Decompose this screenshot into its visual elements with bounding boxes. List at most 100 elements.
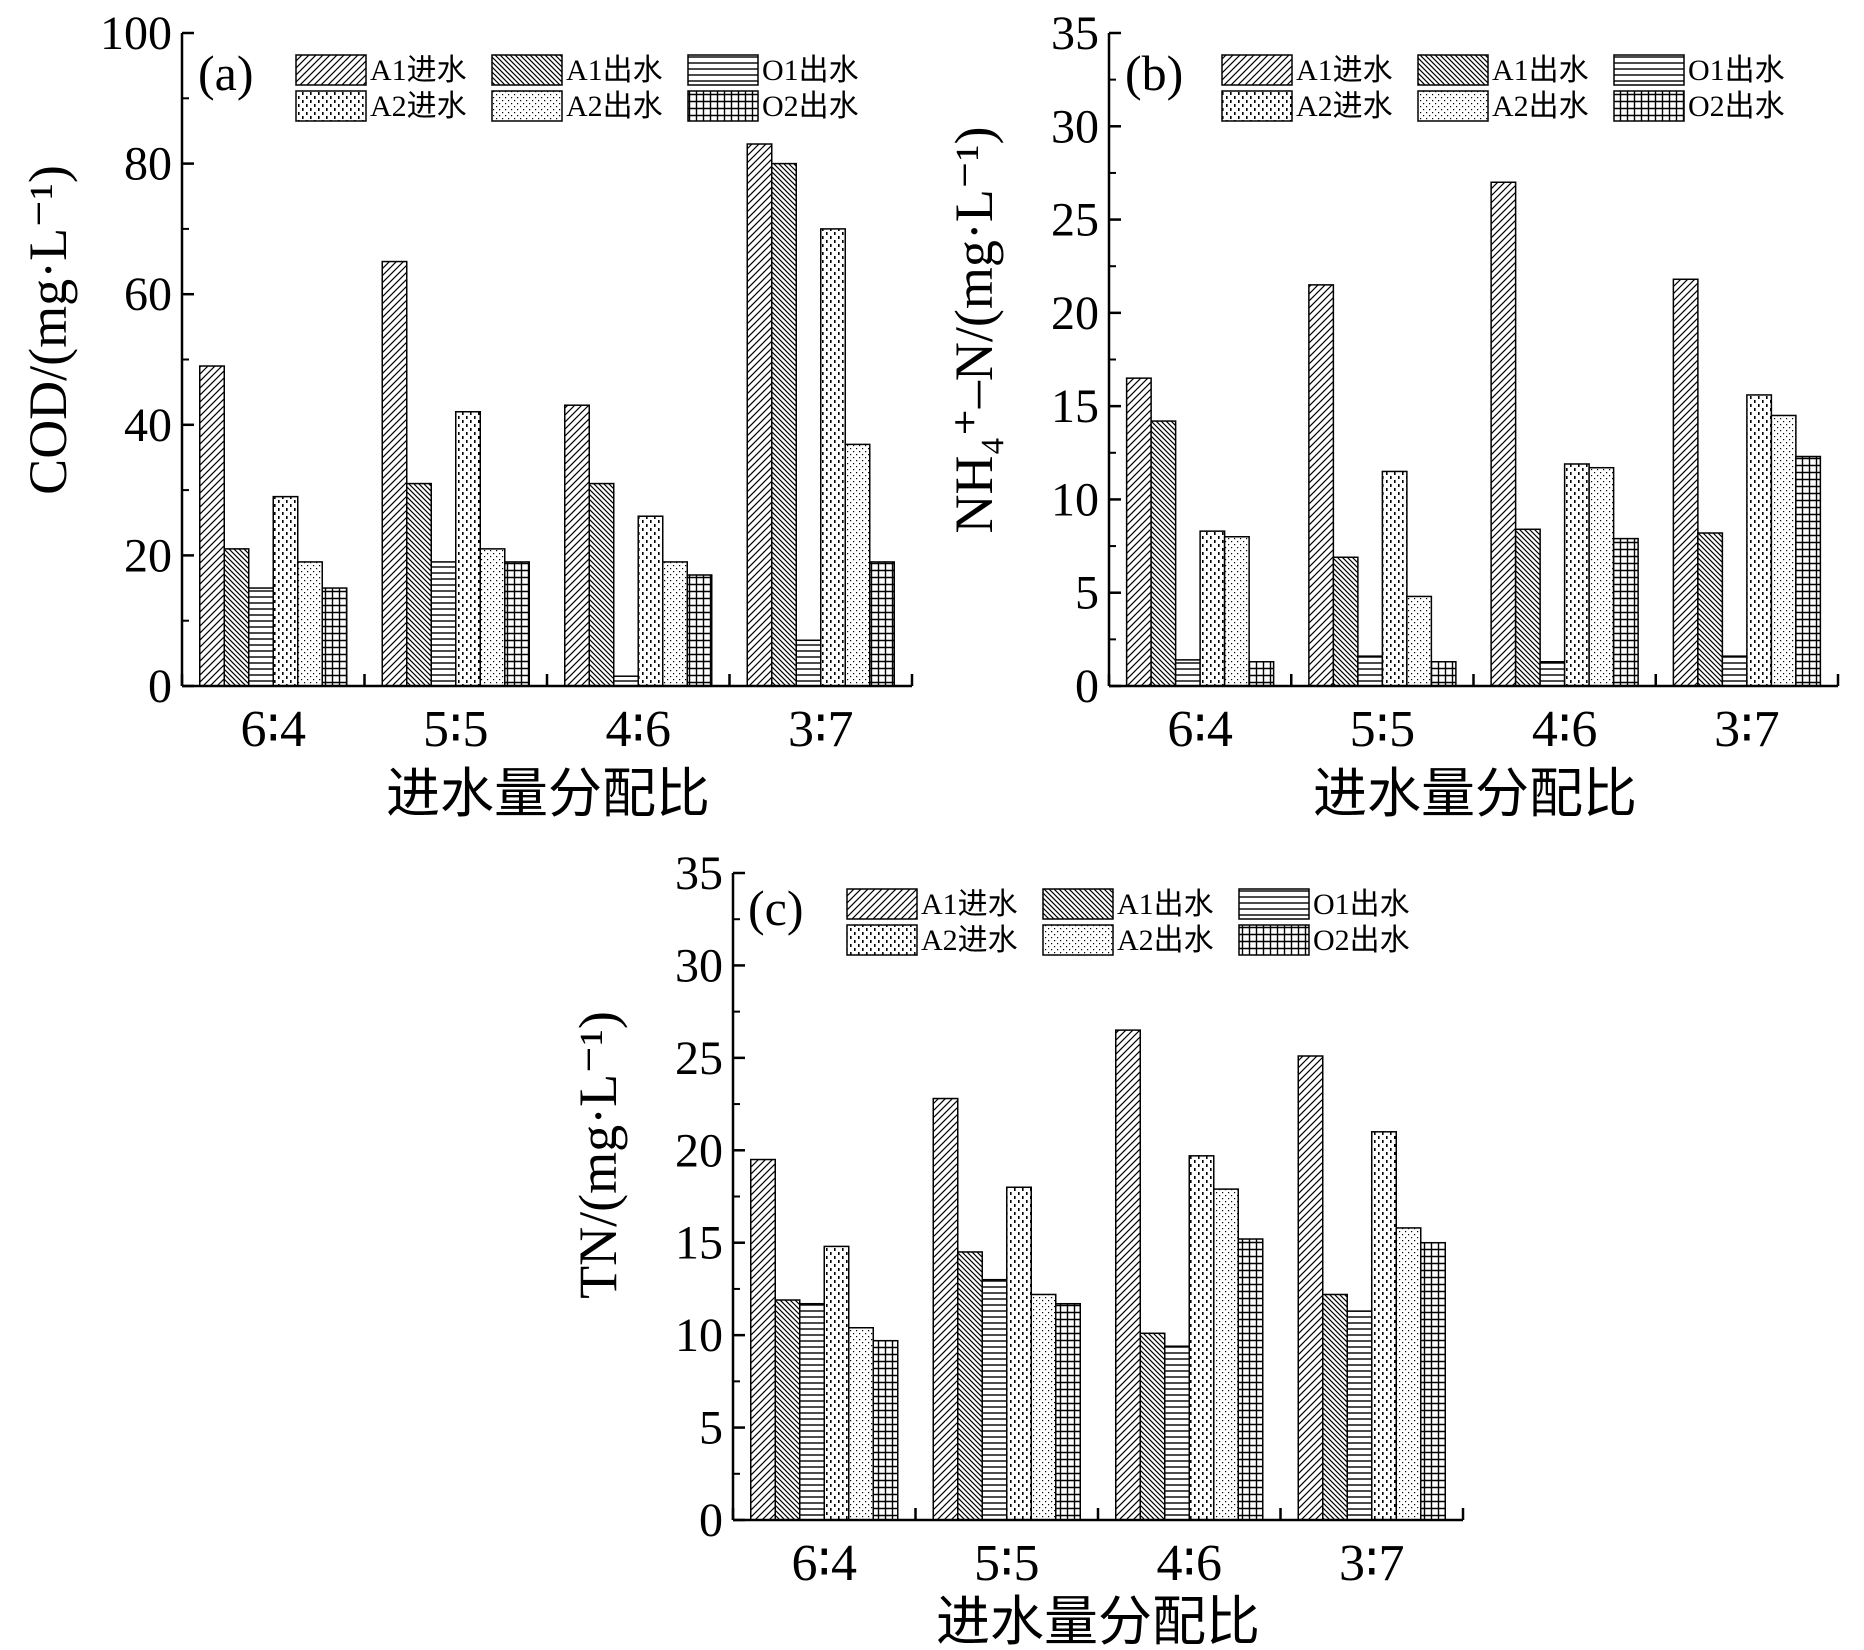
panel-label: (b) xyxy=(1125,45,1183,101)
legend-swatch xyxy=(1221,90,1293,122)
y-axis-title: NH₄⁺–N/(mg·L⁻¹) xyxy=(944,127,1004,534)
bar xyxy=(1055,1302,1081,1521)
bar xyxy=(844,443,871,687)
legend-label: A1出水 xyxy=(566,54,663,87)
y-tick-label: 0 xyxy=(148,660,172,713)
bars xyxy=(1125,181,1822,687)
legend-label: A2进水 xyxy=(921,924,1018,957)
legend-label: A2进水 xyxy=(370,90,467,123)
bar xyxy=(1248,660,1275,687)
bar xyxy=(1357,655,1384,687)
panel-label: (c) xyxy=(748,880,804,936)
bar xyxy=(662,561,688,687)
legend-label: O1出水 xyxy=(762,54,859,87)
bar xyxy=(321,587,348,687)
y-tick-label: 25 xyxy=(675,1032,723,1085)
legend-label: A1进水 xyxy=(1296,54,1393,87)
x-tick-label: 4∶6 xyxy=(605,701,671,758)
legend-label: A1进水 xyxy=(370,54,467,87)
legend: A1进水 A1出水 O1出水 A2进水 A2出水 O2出水 xyxy=(846,888,1410,957)
legend-swatch xyxy=(687,90,759,122)
legend-label: A1进水 xyxy=(921,888,1018,921)
bar xyxy=(637,515,664,687)
bar xyxy=(1381,470,1408,687)
legend-label: O1出水 xyxy=(1313,888,1410,921)
bar xyxy=(686,574,713,687)
bar xyxy=(932,1097,959,1521)
bar xyxy=(1490,181,1517,687)
y-tick-label: 30 xyxy=(1051,100,1099,153)
bar xyxy=(1308,284,1335,687)
legend-swatch xyxy=(295,90,367,122)
bar xyxy=(872,1339,899,1521)
bar xyxy=(981,1278,1008,1521)
bar xyxy=(771,162,797,687)
legend-label: A2进水 xyxy=(1296,90,1393,123)
bar xyxy=(297,561,323,687)
bar xyxy=(1322,1293,1348,1521)
y-tick-label: 35 xyxy=(675,847,723,900)
x-tick-label: 3∶7 xyxy=(1714,701,1780,758)
bar xyxy=(848,1326,874,1521)
bar xyxy=(1164,1345,1190,1521)
legend-label: A2出水 xyxy=(1117,924,1214,957)
y-tick-label: 15 xyxy=(1051,380,1099,433)
bars xyxy=(750,1029,1446,1521)
bar xyxy=(1395,1227,1422,1521)
x-tick-label: 3∶7 xyxy=(788,701,854,758)
bar xyxy=(1721,655,1748,687)
legend-label: A1出水 xyxy=(1117,888,1214,921)
bar xyxy=(1371,1131,1397,1521)
bar xyxy=(774,1299,801,1521)
bar xyxy=(1115,1029,1141,1521)
panel-nh4-n: (b) 进水量分配比 NH₄⁺–N/(mg·L⁻¹) 0 5 10 15 20 25 30 3… xyxy=(944,7,1840,824)
y-tick-label: 5 xyxy=(1075,567,1099,620)
y-tick-label: 80 xyxy=(124,138,172,191)
y-tick-label: 20 xyxy=(1051,287,1099,340)
bar xyxy=(406,482,432,687)
bar xyxy=(430,561,457,687)
legend-swatch xyxy=(687,54,759,86)
bar xyxy=(795,639,822,687)
bar xyxy=(479,548,506,687)
bar xyxy=(1346,1310,1373,1521)
legend-swatch xyxy=(846,924,918,956)
y-tick-label: 0 xyxy=(699,1494,723,1547)
bar xyxy=(504,561,530,687)
y-tick-label: 20 xyxy=(124,529,172,582)
y-tick-label: 35 xyxy=(1051,7,1099,60)
x-tick-label: 6∶4 xyxy=(791,1535,857,1592)
legend: A1进水 A1出水 O1出水 A2进水 A2出水 O2出水 xyxy=(295,54,859,123)
bars xyxy=(199,143,895,687)
panel-tn: (c) 进水量分配比 TN/(mg·L⁻¹) 0 5 10 15 20 25 30 35 6∶4… xyxy=(568,847,1465,1650)
legend-label: O2出水 xyxy=(1688,90,1785,123)
y-tick-label: 10 xyxy=(675,1309,723,1362)
bar xyxy=(1770,414,1797,687)
y-tick-label: 10 xyxy=(1051,473,1099,526)
bar xyxy=(1795,455,1822,687)
bar xyxy=(223,548,250,687)
legend: A1进水 A1出水 O1出水 A2进水 A2出水 O2出水 xyxy=(1221,54,1785,123)
bar xyxy=(1223,535,1250,687)
legend-swatch xyxy=(1042,924,1114,956)
y-tick-label: 25 xyxy=(1051,194,1099,247)
x-axis-title: 进水量分配比 xyxy=(1313,764,1637,824)
panel-label: (a) xyxy=(198,45,254,101)
bar xyxy=(588,482,615,687)
legend-swatch xyxy=(1417,90,1489,122)
bar xyxy=(750,1158,776,1521)
legend-swatch xyxy=(491,90,563,122)
legend-label: O2出水 xyxy=(1313,924,1410,957)
bar xyxy=(1539,660,1566,687)
x-tick-label: 6∶4 xyxy=(1167,701,1233,758)
bar xyxy=(455,410,481,687)
x-tick-label: 4∶6 xyxy=(1156,1535,1222,1592)
bar xyxy=(248,587,274,687)
x-tick-label: 5∶5 xyxy=(423,701,489,758)
bar xyxy=(1006,1186,1032,1521)
bar xyxy=(1297,1055,1324,1521)
legend-swatch xyxy=(491,54,563,86)
bar xyxy=(1125,377,1152,687)
y-tick-label: 20 xyxy=(675,1124,723,1177)
